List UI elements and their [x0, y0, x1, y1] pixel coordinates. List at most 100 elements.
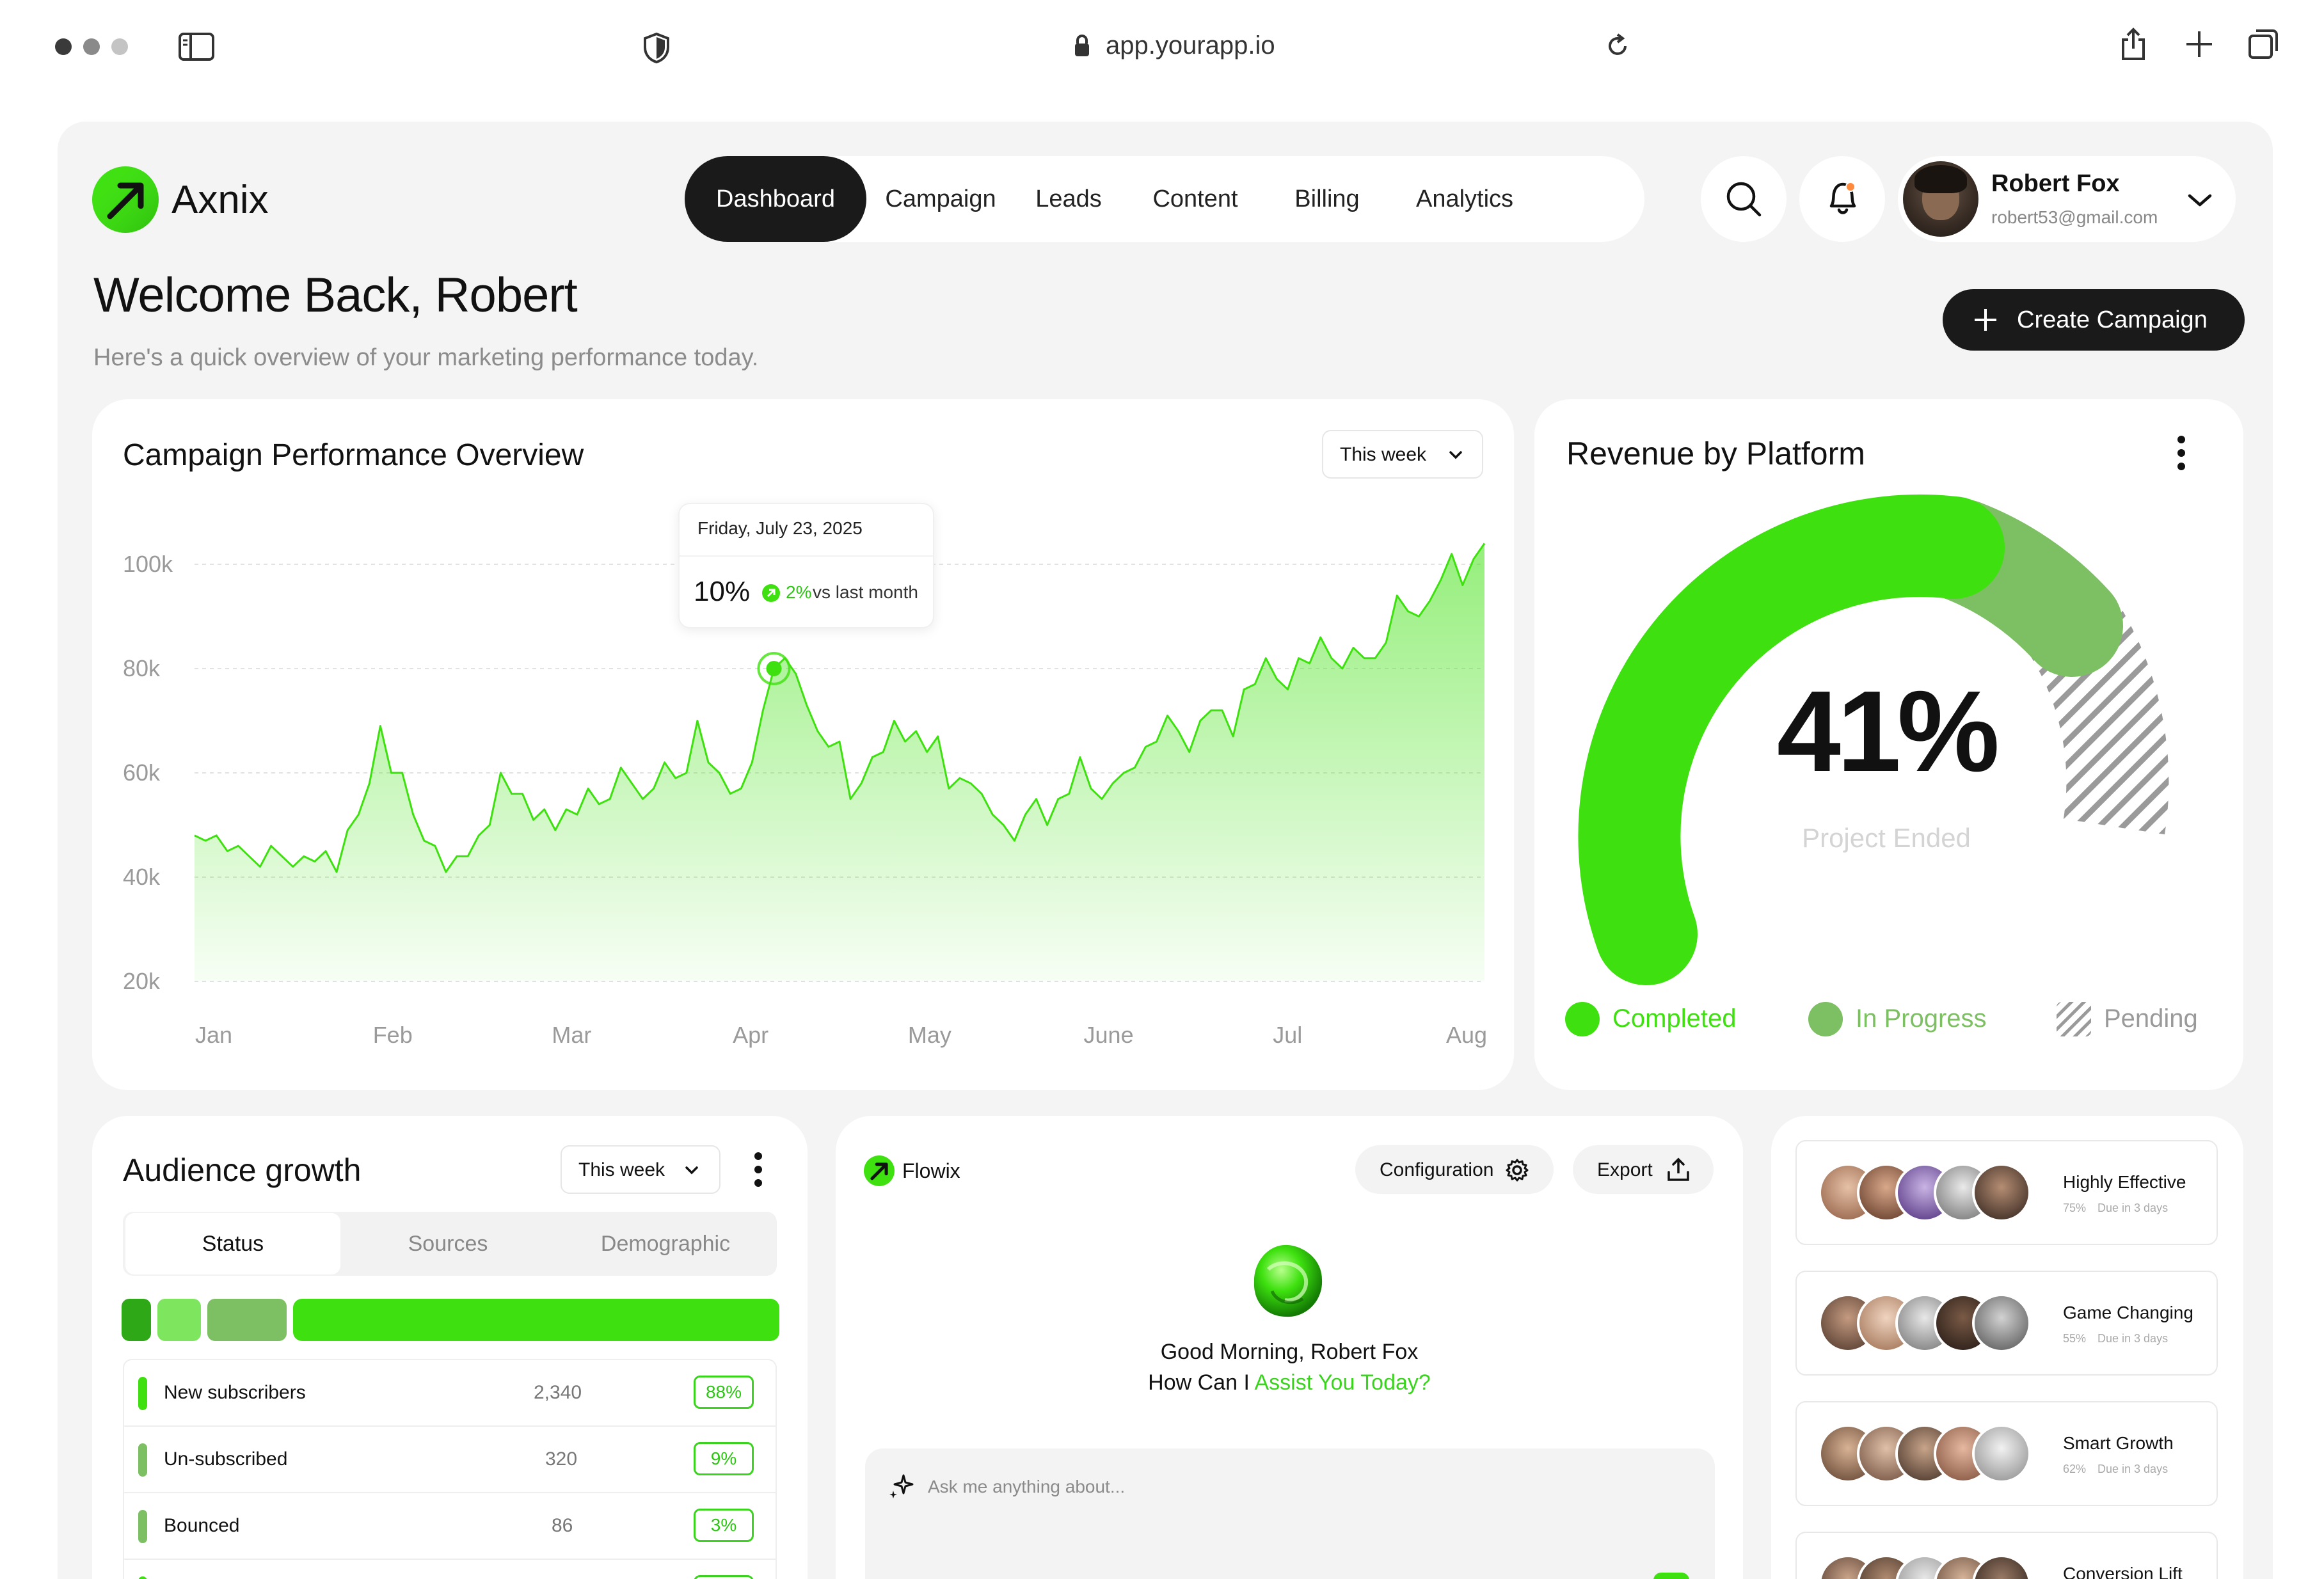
table-row[interactable] — [124, 1560, 776, 1579]
assistant-greeting: Good Morning, Robert Fox — [1160, 1340, 1419, 1364]
window-minimize-dot[interactable] — [83, 38, 100, 55]
gear-icon — [1506, 1159, 1529, 1182]
performance-chart[interactable]: 100k 80k 60k 40k 20k Jan Feb Mar Apr May June Jul Au… — [92, 399, 1514, 1090]
row-value: 2,340 — [534, 1382, 582, 1403]
tooltip-date: Friday, July 23, 2025 — [697, 518, 863, 538]
x-tick-label: Aug — [1446, 1022, 1487, 1048]
share-icon[interactable] — [2119, 27, 2147, 61]
browser-toolbar: app.yourapp.io — [0, 0, 2324, 96]
team-card[interactable]: Conversion Lift — [1795, 1532, 2218, 1579]
privacy-shield-icon[interactable] — [642, 32, 671, 64]
logo-arrow-icon — [92, 166, 159, 233]
export-button[interactable]: Export — [1573, 1145, 1714, 1194]
performance-filter-label: This week — [1340, 444, 1427, 465]
y-tick-label: 60k — [123, 759, 161, 786]
table-row[interactable]: New subscribers 2,340 88% — [124, 1360, 776, 1427]
teams-card: Highly Effective 75% Due in 3 days Game … — [1771, 1116, 2243, 1579]
x-tick-label: Jul — [1273, 1022, 1302, 1048]
nav-leads[interactable]: Leads — [1035, 186, 1102, 212]
audience-filter-label: This week — [578, 1159, 665, 1180]
y-tick-label: 80k — [123, 655, 161, 681]
brand-logo[interactable]: Axnix — [92, 166, 284, 233]
user-email: robert53@gmail.com — [1991, 207, 2158, 227]
y-tick-label: 20k — [123, 968, 161, 994]
team-title: Game Changing — [2063, 1303, 2193, 1322]
assistant-prompt: How Can I Assist You Today? — [836, 1370, 1743, 1395]
tooltip-value: 10% — [694, 576, 751, 607]
revenue-title: Revenue by Platform — [1566, 436, 1865, 472]
tab-demographic[interactable]: Demographic — [600, 1232, 731, 1256]
nav-campaign[interactable]: Campaign — [885, 186, 996, 212]
nav-dashboard[interactable]: Dashboard — [685, 156, 866, 242]
row-percent-badge: 9% — [694, 1442, 754, 1475]
highlight-point — [766, 661, 782, 676]
tab-status[interactable]: Status — [125, 1213, 340, 1274]
row-label: Un-subscribed — [164, 1448, 288, 1470]
nav-content[interactable]: Content — [1152, 186, 1238, 212]
avatar — [1972, 1424, 2031, 1483]
segment-unsubscribed — [157, 1299, 201, 1341]
revenue-caption: Project Ended — [1802, 823, 1971, 853]
campaign-performance-card: Campaign Performance Overview This week … — [92, 399, 1514, 1090]
notifications-button[interactable] — [1799, 156, 1885, 242]
performance-filter-select[interactable]: This week — [1322, 430, 1483, 479]
window-close-dot[interactable] — [55, 38, 72, 55]
send-button[interactable] — [1653, 1573, 1689, 1579]
sparkle-icon — [889, 1474, 914, 1498]
team-percent: 55% — [2063, 1332, 2087, 1345]
upload-icon — [1667, 1157, 1689, 1181]
assistant-input[interactable]: Ask me anything about... — [865, 1448, 1715, 1579]
nav-billing[interactable]: Billing — [1294, 186, 1360, 212]
row-value: 320 — [545, 1448, 578, 1470]
row-label: Bounced — [164, 1515, 240, 1536]
nav-analytics[interactable]: Analytics — [1415, 186, 1514, 212]
create-campaign-label: Create Campaign — [2017, 306, 2208, 333]
more-options-icon[interactable] — [754, 1152, 763, 1187]
team-card[interactable]: Highly Effective 75% Due in 3 days — [1795, 1140, 2218, 1245]
tab-sources[interactable]: Sources — [408, 1232, 488, 1256]
chevron-down-icon — [1449, 451, 1462, 459]
team-card[interactable]: Game Changing 55% Due in 3 days — [1795, 1271, 2218, 1376]
tab-overview-icon[interactable] — [2247, 28, 2279, 60]
audience-growth-card: Audience growth This week Status Sources… — [92, 1116, 808, 1579]
avatar-group — [1819, 1163, 2031, 1225]
legend-dot — [1808, 1002, 1843, 1036]
avatar-group — [1819, 1294, 2031, 1355]
create-campaign-button[interactable]: Create Campaign — [1943, 289, 2245, 351]
row-indicator — [138, 1576, 147, 1579]
app-window: Axnix Dashboard Campaign Leads Content B… — [58, 122, 2273, 1579]
assistant-prompt-highlight: Assist You Today? — [1254, 1370, 1431, 1395]
legend-in-progress-label: In Progress — [1856, 1004, 1987, 1033]
x-tick-label: Apr — [733, 1022, 768, 1048]
team-due: Due in 3 days — [2097, 1463, 2169, 1475]
legend-hatch-swatch — [2057, 1002, 2091, 1036]
revenue-percent: 41% — [1776, 667, 2000, 796]
legend-pending-label: Pending — [2104, 1004, 2198, 1033]
reload-icon[interactable] — [1605, 33, 1630, 59]
user-profile-menu[interactable]: Robert Fox robert53@gmail.com — [1898, 156, 2236, 242]
row-indicator — [138, 1510, 147, 1543]
table-row[interactable]: Un-subscribed 320 9% — [124, 1427, 776, 1493]
team-title: Highly Effective — [2063, 1172, 2186, 1192]
legend-dot — [1565, 1002, 1600, 1036]
tooltip-change: 2% — [786, 582, 812, 602]
window-zoom-dot[interactable] — [111, 38, 128, 55]
row-indicator — [138, 1377, 147, 1410]
audience-filter-select[interactable]: This week — [561, 1145, 720, 1194]
assistant-name: Flowix — [902, 1159, 960, 1182]
row-indicator — [138, 1443, 147, 1477]
row-percent-badge: 88% — [694, 1376, 754, 1409]
search-button[interactable] — [1701, 156, 1787, 242]
more-options-icon[interactable] — [2177, 435, 2186, 471]
legend-in-progress: In Progress — [1808, 1001, 2000, 1036]
team-card[interactable]: Smart Growth 62% Due in 3 days — [1795, 1401, 2218, 1506]
table-row[interactable]: Bounced 86 3% — [124, 1493, 776, 1560]
avatar-group — [1819, 1555, 2031, 1579]
audience-table: New subscribers 2,340 88% Un-subscribed … — [123, 1359, 777, 1579]
sidebar-toggle-icon[interactable] — [178, 32, 215, 61]
address-bar-url[interactable]: app.yourapp.io — [1106, 31, 1275, 60]
chevron-down-icon — [685, 1166, 698, 1175]
configuration-button[interactable]: Configuration — [1355, 1145, 1554, 1194]
new-tab-icon[interactable] — [2185, 29, 2214, 59]
audience-segment-bar — [122, 1299, 779, 1341]
